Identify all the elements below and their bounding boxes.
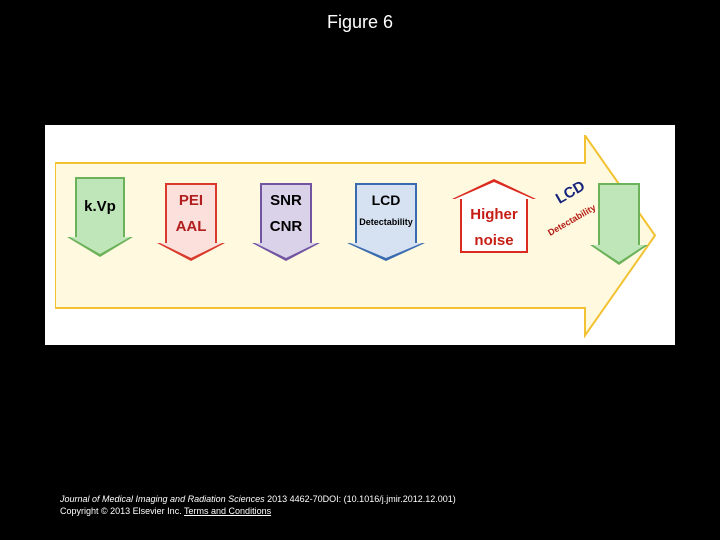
citation-line1: Journal of Medical Imaging and Radiation… [60, 493, 456, 506]
arrow-pei: PEIAAL [165, 183, 217, 261]
arrow-tail [598, 183, 640, 265]
arrow-snr: SNRCNR [260, 183, 312, 261]
arrow-kvp: k.Vp [75, 177, 125, 257]
journal-title: Journal of Medical Imaging and Radiation… [60, 494, 265, 504]
citation-line2: Copyright © 2013 Elsevier Inc. Terms and… [60, 505, 456, 518]
copyright-text: Copyright © 2013 Elsevier Inc. [60, 506, 184, 516]
terms-link[interactable]: Terms and Conditions [184, 506, 271, 516]
citation-ref: 2013 4462-70DOI: (10.1016/j.jmir.2012.12… [265, 494, 456, 504]
figure-title: Figure 6 [0, 12, 720, 33]
arrow-lcd: LCDDetectability [355, 183, 417, 261]
citation: Journal of Medical Imaging and Radiation… [60, 493, 456, 518]
diagram: k.Vp PEIAAL SNRCNR LCDDetectability Higherno… [45, 125, 675, 345]
arrow-noise: Highernoise [460, 179, 528, 253]
